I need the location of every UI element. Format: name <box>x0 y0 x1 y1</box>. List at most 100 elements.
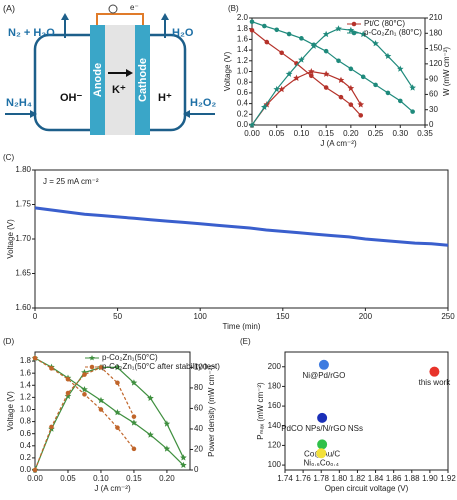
point <box>323 85 329 90</box>
point <box>317 439 328 450</box>
y2-tick-label: 0 <box>429 120 434 129</box>
y2-tick-label: 60 <box>194 404 203 413</box>
x-tick-label: 1.76 <box>295 474 311 483</box>
x-tick-label: 1.82 <box>350 474 366 483</box>
y-tick-label: 120 <box>268 441 282 450</box>
y2-axis-label: Power density (mW cm⁻²) <box>207 365 216 457</box>
y2-tick-label: 210 <box>429 13 443 22</box>
point <box>65 390 71 396</box>
point <box>348 102 354 107</box>
point <box>385 90 391 96</box>
y-tick-label: 0.6 <box>237 88 249 97</box>
point <box>163 420 171 427</box>
point <box>322 30 330 38</box>
anode-label: Anode <box>92 63 104 97</box>
point <box>384 52 392 59</box>
y2-tick-label: 90 <box>429 74 438 83</box>
panel-label: (E) <box>240 337 251 346</box>
y-tick-label: 0.2 <box>237 109 249 118</box>
y-tick-label: 160 <box>268 401 282 410</box>
point <box>316 448 327 459</box>
point-label: Ni₀.₆Co₀.₄ <box>304 458 339 467</box>
point <box>358 113 364 118</box>
point <box>81 386 88 393</box>
y2-tick-label: 0 <box>194 465 199 474</box>
y-axis-label: Voltage (V) <box>223 51 232 91</box>
point <box>249 28 255 33</box>
y-tick-label: 0.8 <box>237 77 249 86</box>
point <box>336 58 341 64</box>
y-tick-label: 1.8 <box>237 24 249 33</box>
y-tick-label: 200 <box>268 362 282 371</box>
point <box>163 445 171 452</box>
ion-right: H⁺ <box>158 92 172 104</box>
point <box>348 66 354 72</box>
y-tick-label: 0.2 <box>20 453 32 462</box>
ion-left: OH⁻ <box>60 92 83 104</box>
y-tick-label: 0.0 <box>237 120 249 129</box>
y-tick-label: 1.6 <box>20 368 32 377</box>
y-tick-label: 1.2 <box>237 56 249 65</box>
membrane <box>105 25 135 135</box>
legend-label: Pt/C (80°C) <box>364 19 405 28</box>
point <box>409 84 416 91</box>
input-left: N₂H₄ <box>6 97 32 109</box>
point <box>317 412 328 423</box>
legend-marker <box>89 355 95 361</box>
point <box>147 431 154 438</box>
legend-marker <box>351 21 357 27</box>
x-tick-label: 0.15 <box>126 474 142 483</box>
x-tick-label: 50 <box>113 312 122 321</box>
x-tick-label: 0.20 <box>343 129 359 138</box>
point <box>147 394 154 401</box>
point <box>279 50 284 56</box>
point <box>359 30 367 38</box>
point <box>32 467 38 473</box>
point <box>323 48 329 54</box>
x-tick-label: 0.05 <box>60 474 76 483</box>
point <box>49 424 54 430</box>
point <box>180 461 187 468</box>
point <box>322 70 330 77</box>
y2-tick-label: 100 <box>194 363 208 372</box>
y2-tick-label: 180 <box>429 28 443 37</box>
x-tick-label: 0 <box>33 312 38 321</box>
point <box>372 40 379 47</box>
point <box>274 27 280 33</box>
point <box>293 74 300 81</box>
y-tick-label: 1.65 <box>15 269 31 278</box>
y-axis-label: Voltage (V) <box>6 219 15 259</box>
y-tick-label: 1.70 <box>15 234 31 243</box>
series-line <box>34 357 184 466</box>
output-right: H₂O <box>172 27 194 39</box>
point-label: Ni@Pd/rGO <box>303 371 346 380</box>
point <box>397 65 404 72</box>
x-tick-label: 150 <box>276 312 290 321</box>
x-tick-label: 200 <box>359 312 373 321</box>
point <box>357 101 365 108</box>
panel-label: (C) <box>3 153 14 162</box>
y-axis-label: Pₘₐₓ (mW cm⁻²) <box>256 382 265 440</box>
y-tick-label: 0.4 <box>20 441 32 450</box>
y2-tick-label: 30 <box>429 105 438 114</box>
y-tick-label: 0.4 <box>237 99 249 108</box>
point <box>335 25 342 32</box>
y-tick-label: 1.75 <box>15 200 31 209</box>
x-axis-label: J (A cm⁻²) <box>320 139 357 148</box>
y-tick-label: 1.6 <box>237 35 249 44</box>
y-tick-label: 1.4 <box>237 45 249 54</box>
x-axis-label: Open circuit voltage (V) <box>325 484 409 493</box>
point <box>249 19 255 25</box>
point <box>285 70 293 77</box>
x-tick-label: 0.05 <box>269 129 285 138</box>
y2-tick-label: 120 <box>429 59 443 68</box>
point <box>410 109 415 114</box>
arrowhead <box>30 110 37 118</box>
point <box>273 85 280 93</box>
point <box>264 39 270 45</box>
arrowhead <box>61 13 69 20</box>
x-tick-label: 0.25 <box>368 129 384 138</box>
x-tick-label: 0.00 <box>244 129 260 138</box>
point <box>114 363 121 371</box>
y2-tick-label: 150 <box>429 44 443 53</box>
